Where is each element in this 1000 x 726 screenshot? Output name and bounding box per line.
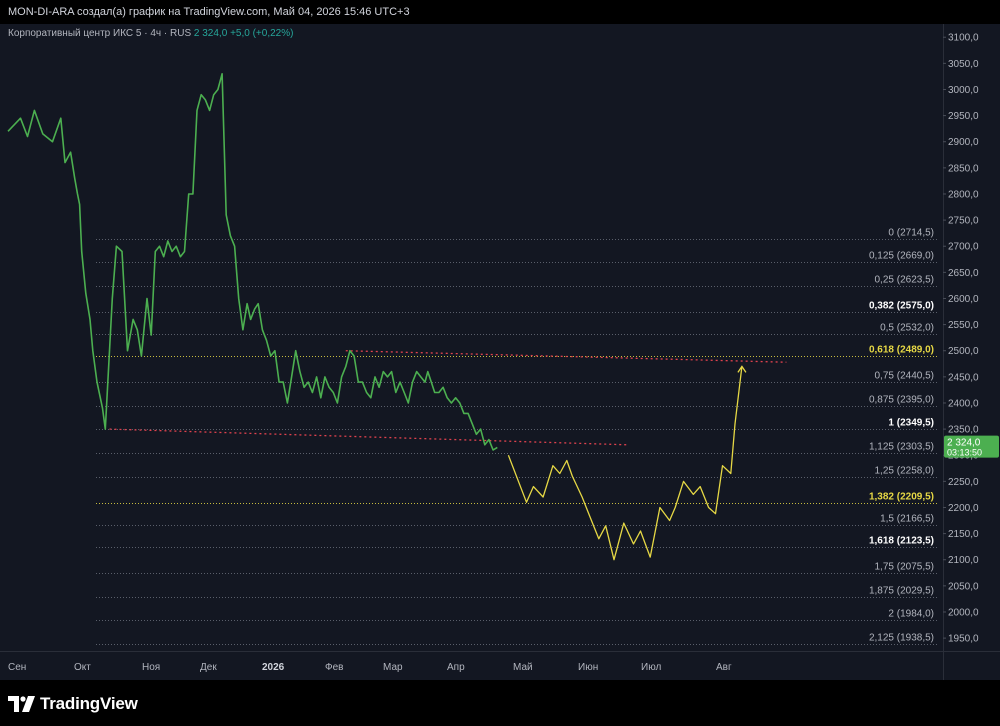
footer: TradingView: [0, 680, 1000, 726]
fib-level-label: 0,5 (2532,0): [880, 323, 934, 334]
y-axis-tick-label: 3100,0: [948, 33, 979, 44]
top-bar: MON-DI-ARA создал(а) график на TradingVi…: [0, 0, 1000, 24]
y-axis-tick-label: 2650,0: [948, 268, 979, 279]
current-price-label: 2 324,0: [947, 438, 981, 449]
x-axis-tick-label: Окт: [74, 662, 91, 673]
symbol-name: Корпоративный центр ИКС 5 · 4ч · RUS: [8, 28, 192, 39]
y-axis-tick-label: 2200,0: [948, 503, 979, 514]
fib-level-label: 0,75 (2440,5): [875, 371, 935, 382]
x-axis-tick-label: 2026: [262, 662, 285, 673]
projection-line: [507, 366, 743, 561]
fib-level-label: 1,25 (2258,0): [875, 466, 935, 477]
fib-level-label: 0,125 (2669,0): [869, 251, 934, 262]
y-axis-tick-label: 2350,0: [948, 425, 979, 436]
y-axis-tick-label: 3000,0: [948, 85, 979, 96]
fib-level-label: 2 (1984,0): [888, 609, 934, 620]
x-axis-tick-label: Июн: [578, 662, 598, 673]
x-axis-tick-label: Мар: [383, 662, 403, 673]
price-chart[interactable]: 0 (2714,5) 0,125 (2669,0) 0,25 (2623,5) 0,3…: [0, 24, 1000, 680]
tradingview-brand: TradingView: [40, 694, 138, 713]
y-axis-tick-label: 2900,0: [948, 137, 979, 148]
x-axis-tick-label: Сен: [8, 662, 26, 673]
y-axis-tick-label: 2450,0: [948, 372, 979, 383]
fib-level-label: 0,382 (2575,0): [869, 301, 934, 312]
y-axis-tick-label: 2400,0: [948, 398, 979, 409]
x-axis-tick-label: Фев: [325, 662, 343, 673]
y-axis-tick-label: 2500,0: [948, 346, 979, 357]
fib-level-label: 1,75 (2075,5): [875, 562, 935, 573]
tradingview-logo-icon: [8, 696, 35, 712]
y-axis-tick-label: 2800,0: [948, 189, 979, 200]
y-axis-tick-label: 2700,0: [948, 242, 979, 253]
fib-level-label: 1,5 (2166,5): [880, 514, 934, 525]
legend-price: 2 324,0: [193, 28, 228, 39]
fib-level-label: 1,618 (2123,5): [869, 536, 934, 547]
trend-line: [109, 428, 627, 446]
x-axis-tick-label: Дек: [200, 662, 217, 673]
x-axis-tick-label: Авг: [716, 662, 732, 673]
fib-level-label: 0,618 (2489,0): [869, 345, 934, 356]
price-series-line: [7, 72, 498, 451]
fib-level-label: 1,125 (2303,5): [869, 442, 934, 453]
y-axis-tick-label: 3050,0: [948, 59, 979, 70]
fib-level-label: 1,875 (2029,5): [869, 586, 934, 597]
y-axis-tick-label: 1950,0: [948, 634, 979, 645]
y-axis-tick-label: 2150,0: [948, 529, 979, 540]
current-price-badge: [944, 435, 999, 458]
tradingview-logo[interactable]: TradingView: [8, 694, 138, 714]
y-axis-tick-label: 2100,0: [948, 555, 979, 566]
fib-level-label: 0,875 (2395,0): [869, 395, 934, 406]
y-axis-tick-label: 2000,0: [948, 607, 979, 618]
chart-area[interactable]: 0 (2714,5) 0,125 (2669,0) 0,25 (2623,5) 0,3…: [0, 24, 1000, 680]
legend-change: +5,0 (+0,22%): [230, 28, 294, 39]
fib-level-label: 1,382 (2209,5): [869, 492, 934, 503]
y-axis-tick-label: 2050,0: [948, 581, 979, 592]
trend-line: [345, 350, 787, 363]
y-axis-tick-label: 2850,0: [948, 163, 979, 174]
x-axis-tick-label: Июл: [641, 662, 661, 673]
countdown-label: 03:13:50: [947, 448, 982, 458]
time-axis-panel: [0, 651, 1000, 680]
y-axis-tick-label: 2600,0: [948, 294, 979, 305]
fib-level-label: 0 (2714,5): [888, 228, 934, 239]
x-axis-tick-label: Май: [513, 662, 533, 673]
projection-arrowhead: [737, 365, 747, 373]
y-axis-tick-label: 2950,0: [948, 111, 979, 122]
price-axis-panel: [943, 24, 1000, 680]
y-axis-tick-label: 2750,0: [948, 216, 979, 227]
symbol-legend: Корпоративный центр ИКС 5 · 4ч · RUS 2 3…: [8, 28, 293, 39]
fib-level-label: 2,125 (1938,5): [869, 633, 934, 644]
x-axis-tick-label: Ноя: [142, 662, 160, 673]
y-axis-tick-label: 2250,0: [948, 477, 979, 488]
x-axis-tick-label: Апр: [447, 662, 465, 673]
fib-level-label: 0,25 (2623,5): [875, 275, 935, 286]
fib-level-label: 1 (2349,5): [888, 418, 934, 429]
y-axis-tick-label: 2550,0: [948, 320, 979, 331]
attribution-text: MON-DI-ARA создал(а) график на TradingVi…: [8, 6, 410, 18]
